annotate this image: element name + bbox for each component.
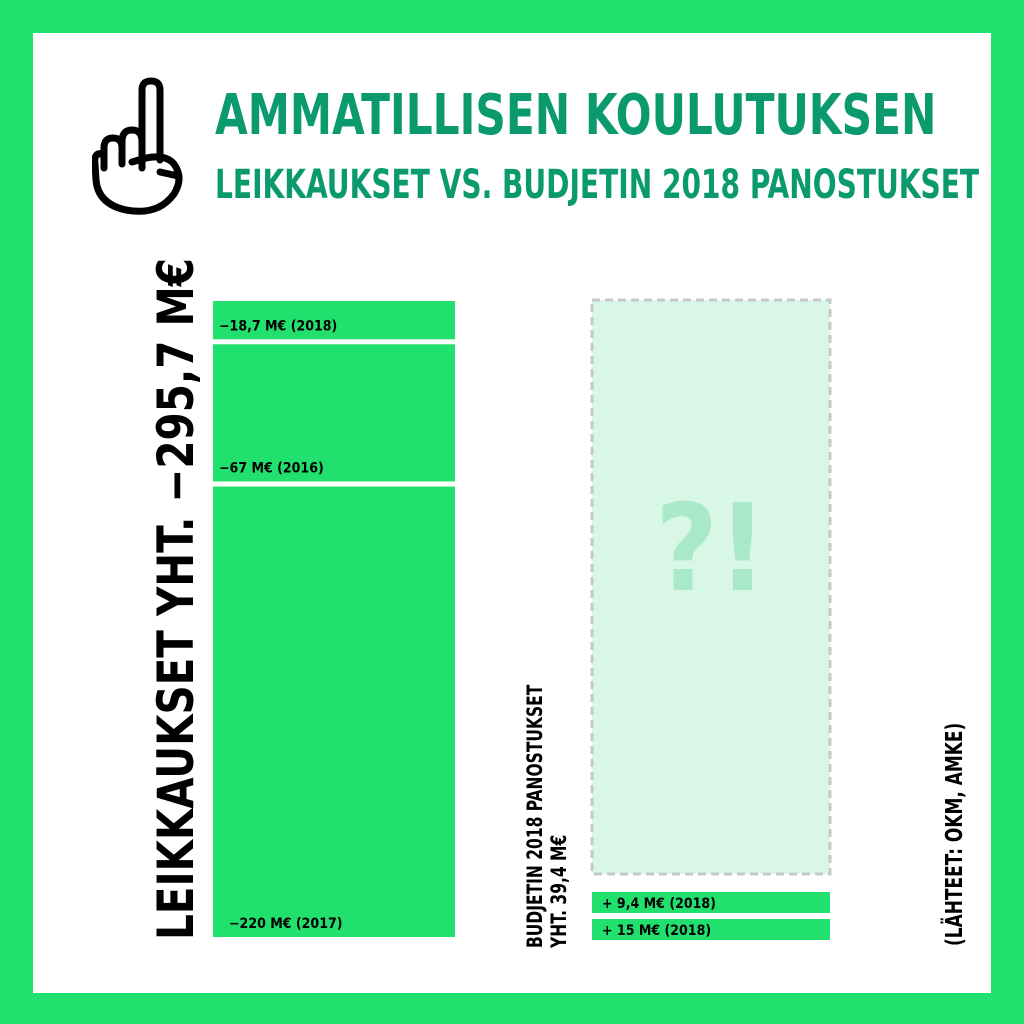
cuts-bar-segment-2016 xyxy=(213,344,455,482)
cuts-bar-segment-2017 xyxy=(213,486,455,937)
cuts-total-label: LEIKKAUKSET YHT. −295,7 M€ xyxy=(147,258,205,940)
budget-stacked-bar: + 15 M€ (2018) + 9,4 M€ (2018) xyxy=(592,892,830,940)
budget-bar-segment-2 xyxy=(592,919,830,940)
title-line-1: AMMATILLISEN KOULUTUKSEN xyxy=(215,83,937,148)
budget-bar-label-1: + 9,4 M€ (2018) xyxy=(602,896,716,912)
sources-label: (LÄHTEET: OKM, AMKE) xyxy=(942,722,968,946)
pointing-finger-icon xyxy=(92,77,183,215)
budget-total-line-1: BUDJETIN 2018 PANOSTUKSET xyxy=(523,684,547,948)
cuts-stacked-bar: −18,7 M€ (2018) −67 M€ (2016) −220 M€ (201… xyxy=(213,301,455,937)
placeholder-text: ?! xyxy=(655,480,767,619)
cuts-bar-segment-2018 xyxy=(213,301,455,340)
unknown-placeholder-box xyxy=(590,298,832,876)
budget-bar-segment-1 xyxy=(592,892,830,913)
cuts-bar-label-2016: −67 M€ (2016) xyxy=(219,460,324,476)
budget-total-line-2: YHT. 39,4 M€ xyxy=(547,834,571,948)
budget-bar-label-2: + 15 M€ (2018) xyxy=(602,923,711,939)
cuts-bar-label-2018: −18,7 M€ (2018) xyxy=(219,318,337,334)
title-line-2: LEIKKAUKSET VS. BUDJETIN 2018 PANOSTUKSE… xyxy=(215,162,980,208)
cuts-bar-label-2017: −220 M€ (2017) xyxy=(229,916,342,932)
budget-total-label: BUDJETIN 2018 PANOSTUKSET YHT. 39,4 M€ xyxy=(523,685,571,948)
